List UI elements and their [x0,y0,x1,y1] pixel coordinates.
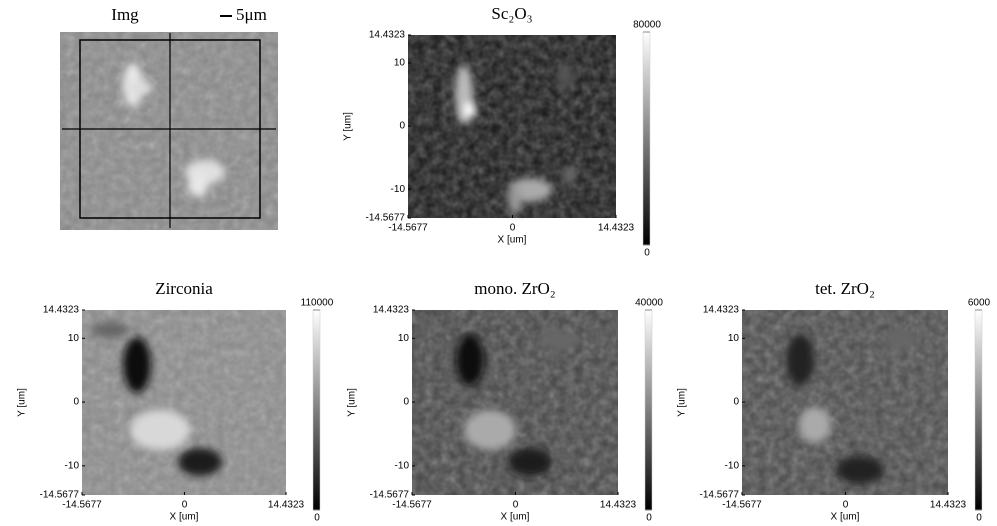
panel-title: tet. ZrO₂ [815,279,875,298]
map-feature [130,410,190,450]
map-feature [508,185,522,215]
x-tick-label: 14.4323 [930,500,967,511]
y-tick-label: 10 [728,333,740,344]
x-axis-label: X [um] [498,235,527,246]
y-tick-label: 14.4323 [369,30,406,41]
colorbar-label: 6000 [968,298,991,309]
map-feature [508,448,552,476]
x-tick-label: 14.4323 [600,500,637,511]
map-feature [92,322,128,338]
colorbar-label: 0 [976,513,982,524]
map-feature [836,456,884,484]
map-feature [464,410,516,450]
y-tick-label: 0 [399,121,405,132]
map-image [742,310,948,495]
image-title: Img [111,5,139,24]
y-axis-label: Y [um] [343,112,354,141]
x-tick-label: 14.4323 [268,500,305,511]
y-axis-label: Y [um] [17,388,28,417]
y-tick-label: -10 [725,461,740,472]
panel-title: mono. ZrO₂ [474,279,555,298]
x-tick-label: 14.4323 [598,223,635,234]
x-tick-label: 0 [182,500,188,511]
x-tick-label: 0 [510,223,516,234]
y-tick-label: -10 [65,461,80,472]
map-feature [799,407,831,443]
y-tick-label: 14.4323 [703,305,740,316]
y-tick-label: -10 [391,184,406,195]
map-feature [456,334,484,386]
x-tick-label: 0 [513,500,519,511]
x-tick-label: -14.5677 [62,500,102,511]
micrograph [60,16,278,230]
panel-title: Sc₂O₃ [491,4,532,23]
map-feature [464,102,476,118]
y-tick-label: 10 [398,333,410,344]
x-tick-label: -14.5677 [722,500,762,511]
map-feature [786,334,814,386]
map-feature [884,330,916,350]
y-axis-label: Y [um] [347,388,358,417]
y-tick-label: 0 [73,397,79,408]
colorbar-label: 80000 [633,20,661,31]
y-tick-label: 10 [394,58,406,69]
x-axis-label: X [um] [831,512,860,523]
x-axis-label: X [um] [170,512,199,523]
colorbar-label: 0 [644,248,650,259]
x-axis-label: X [um] [501,512,530,523]
colorbar [643,32,650,245]
map-image [408,35,616,218]
map-feature [540,330,580,350]
x-tick-label: -14.5677 [388,223,428,234]
colorbar-label: 40000 [635,298,663,309]
y-tick-label: 0 [733,397,739,408]
y-axis-label: Y [um] [677,388,688,417]
y-tick-label: 14.4323 [373,305,410,316]
colorbar-label: 110000 [301,298,334,309]
x-tick-label: -14.5677 [392,500,432,511]
map-feature [178,448,222,476]
y-tick-label: -10 [395,461,410,472]
y-tick-label: 14.4323 [43,305,80,316]
y-tick-label: 0 [403,397,409,408]
colorbar [313,310,320,510]
map-image [82,310,286,495]
colorbar-label: 0 [646,513,652,524]
colorbar [645,310,652,510]
map-feature [557,63,573,87]
y-tick-label: 10 [68,333,80,344]
x-tick-label: 0 [843,500,849,511]
colorbar [975,310,982,510]
panel-title: Zirconia [155,279,213,298]
map-feature [562,167,578,183]
map-image [412,310,618,495]
colorbar-label: 0 [314,513,320,524]
figure: Img 5μm Sc₂O₃ 14.4323 10 0 -10 -14.5677 -14.56… [0,0,997,526]
scale-label: 5μm [236,5,267,24]
map-feature [123,337,151,393]
